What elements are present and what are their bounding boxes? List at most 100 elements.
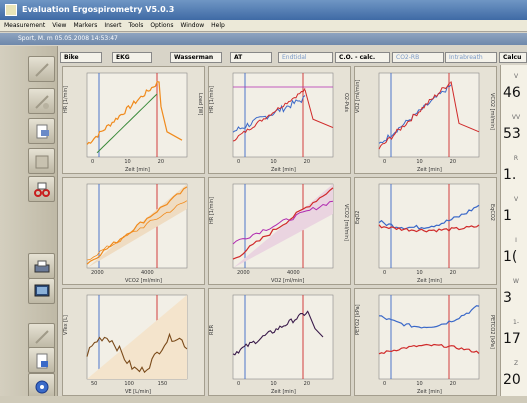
tab-at[interactable]: AT — [230, 52, 272, 63]
print-preview-button[interactable] — [28, 118, 55, 144]
summary-value: 1 — [503, 208, 512, 224]
o2pulse-curve — [232, 95, 306, 133]
tab-wasserman[interactable]: Wasserman — [170, 52, 222, 63]
summary-label: Z — [513, 360, 519, 367]
menu-options[interactable]: Options — [150, 22, 174, 29]
report-icon — [35, 155, 49, 169]
report-button[interactable] — [28, 148, 55, 174]
export-button[interactable] — [28, 278, 55, 304]
recovery-curve — [304, 89, 334, 129]
menu-insert[interactable]: Insert — [104, 22, 122, 29]
tab-bike[interactable]: Bike — [60, 52, 102, 63]
chart-panel-peto2-petco2[interactable]: PETO2 [kPa] PETCO2 [kPa] Zeit [min] 0 10 20 — [354, 288, 497, 396]
x-tick-label: 2000 — [237, 270, 250, 276]
x-tick-label: 10 — [124, 159, 130, 165]
hr-vo2-curve — [232, 187, 334, 260]
tab-co-calc[interactable]: C.O. - calc. — [335, 52, 390, 63]
chart-panel-hr-vo2-time[interactable]: HR [1/min] Load [W] Zeit [min] 0 10 20 — [62, 66, 205, 174]
summary-label: VV — [511, 114, 521, 121]
chart-svg-vt-ve: VTex [L] VE [L/min] 50 100 150 — [63, 294, 188, 395]
x-axis-label: Zeit [min] — [417, 278, 442, 284]
y2-axis-label: VCO2 [ml/min] — [489, 93, 495, 130]
x-tick-label: 100 — [124, 381, 134, 387]
plot-area — [86, 72, 188, 158]
x-tick-label: 20 — [304, 159, 310, 165]
menu-measurement[interactable]: Measurement — [4, 22, 46, 29]
x-tick-label: 50 — [91, 381, 97, 387]
tab-ekg[interactable]: EKG — [112, 52, 152, 63]
chart-panel-hr-vo2[interactable]: HR [1/min] VCO2 [ml/min] VO2 [ml/min] 2000 4… — [208, 177, 351, 285]
summary-value: 46 — [503, 85, 521, 101]
x-tick-label: 4000 — [287, 270, 300, 276]
pen-tool-button[interactable] — [28, 56, 55, 82]
petco2-curve — [378, 343, 480, 355]
pen-icon — [35, 63, 49, 77]
tab-intrabreath[interactable]: Intrabreath — [445, 52, 497, 63]
chart-svg-hr-vo2-time: HR [1/min] Load [W] Zeit [min] 0 10 20 — [63, 72, 203, 173]
marker-tool-button[interactable] — [28, 88, 55, 114]
menu-view[interactable]: View — [52, 22, 67, 29]
tool-sidebar — [0, 46, 58, 403]
menu-tools[interactable]: Tools — [128, 22, 144, 29]
chart-panel-vo2-load[interactable]: VCO2 [ml/min] 2000 4000 — [62, 177, 205, 285]
tab-endtidal[interactable]: Endtidal — [278, 52, 333, 63]
chart-panel-vo2-vco2-time[interactable]: VO2 [ml/min] VCO2 [ml/min] Zeit [min] 0 10 20 — [354, 66, 497, 174]
summary-value: 1. — [503, 167, 517, 183]
y-axis-label: VO2 [ml/min] — [355, 80, 361, 113]
summary-value: 1( — [503, 249, 518, 265]
status-bar — [0, 396, 527, 403]
x-tick-label: 0 — [237, 381, 240, 387]
notes-icon — [36, 353, 48, 369]
print-button[interactable] — [28, 253, 55, 279]
x-tick-label: 0 — [383, 159, 386, 165]
chart-panel-rer-time[interactable]: RER Zeit [min] 0 10 20 — [208, 288, 351, 396]
x-axis-label: Zeit [min] — [271, 389, 296, 395]
y-axis-label: HR [1/min] — [63, 86, 69, 113]
x-tick-label: 0 — [237, 159, 240, 165]
summary-value: 3 — [503, 290, 512, 306]
chart-svg-hr-vo2pulse-time: HR [1/min] O2-Puls Zeit [min] 0 10 20 — [209, 72, 349, 173]
recovery-curve — [450, 81, 480, 133]
chart-panel-eqo2-eqco2[interactable]: EqO2 EqCO2 Zeit [min] 0 10 20 — [354, 177, 497, 285]
plot-area — [232, 72, 334, 158]
summary-value: 17 — [503, 331, 521, 347]
menu-help[interactable]: Help — [211, 22, 225, 29]
x-axis-label: VE [L/min] — [125, 389, 151, 395]
summary-label: I — [515, 237, 517, 244]
x-tick-label: 10 — [270, 159, 276, 165]
x-axis-label: Zeit [min] — [417, 167, 442, 173]
recovery-curve — [158, 81, 183, 141]
chart-panel-hr-vo2pulse-time[interactable]: HR [1/min] O2-Puls Zeit [min] 0 10 20 — [208, 66, 351, 174]
edit-button[interactable] — [28, 323, 55, 349]
edit-icon — [35, 330, 49, 344]
printer-icon — [34, 260, 50, 273]
menu-markers[interactable]: Markers — [73, 22, 98, 29]
x-tick-label: 20 — [304, 381, 310, 387]
eqo2-curve — [378, 204, 480, 230]
marker-icon — [35, 95, 49, 109]
tab-co2-rb[interactable]: CO2-RB — [392, 52, 444, 63]
chart-panel-vt-ve[interactable]: VTex [L] VE [L/min] 50 100 150 — [62, 288, 205, 396]
settings-button[interactable] — [28, 373, 55, 399]
y-axis-label: PETO2 [kPa] — [355, 304, 361, 335]
x-tick-label: 0 — [383, 270, 386, 276]
gear-icon — [35, 380, 49, 394]
x-tick-label: 10 — [416, 381, 422, 387]
tab-calculation[interactable]: Calcu — [499, 52, 527, 63]
x-axis-label: VCO2 [ml/min] — [125, 278, 162, 284]
menu-window[interactable]: Window — [180, 22, 205, 29]
scissors-icon — [34, 182, 50, 197]
patient-button[interactable] — [28, 176, 55, 202]
x-tick-label: 20 — [158, 159, 164, 165]
notes-button[interactable] — [28, 347, 55, 373]
chart-svg-rer-time: RER Zeit [min] 0 10 20 — [209, 294, 334, 395]
x-axis-label: Zeit [min] — [271, 167, 296, 173]
summary-label: W — [513, 278, 519, 285]
chart-svg-hr-vo2: HR [1/min] VCO2 [ml/min] VO2 [ml/min] 2000 4… — [209, 183, 349, 284]
y2-axis-label: EqCO2 — [489, 204, 495, 221]
x-axis-label: Zeit [min] — [417, 389, 442, 395]
summary-label: V — [513, 196, 519, 203]
x-tick-label: 20 — [450, 270, 456, 276]
summary-value: 53 — [503, 126, 521, 142]
x-axis-label: VO2 [ml/min] — [271, 278, 304, 284]
